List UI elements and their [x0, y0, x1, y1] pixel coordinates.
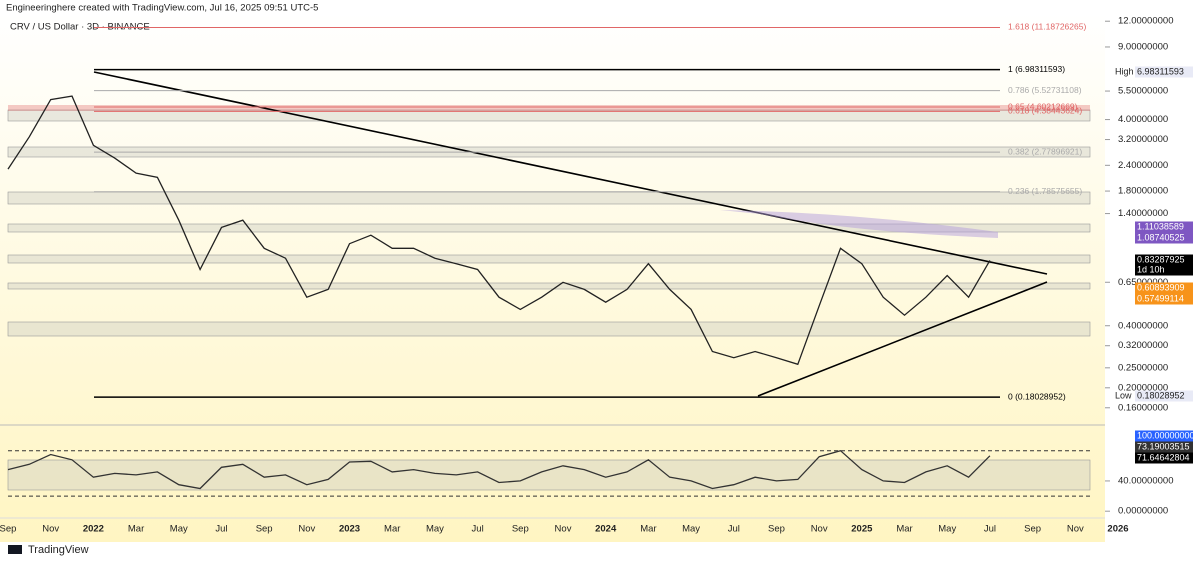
price-badge: 1.11038589	[1137, 221, 1184, 231]
y-tick-label: 3.20000000	[1118, 134, 1168, 145]
y-tick-label: 0.65000000	[1118, 277, 1168, 288]
x-tick-label: Sep	[512, 524, 529, 535]
zone	[7, 223, 1091, 233]
y-tick-label: 40.00000000	[1118, 475, 1173, 486]
y-tick-label: 0.00000000	[1118, 506, 1168, 517]
price-badge: 0.57499114	[1137, 293, 1184, 303]
high-label: High	[1115, 66, 1134, 76]
y-tick-label: 0.32000000	[1118, 340, 1168, 351]
x-tick-label: May	[682, 524, 700, 535]
x-tick-label: Nov	[555, 524, 572, 535]
x-tick-label: May	[426, 524, 444, 535]
credit: Engineeringhere created with TradingView…	[6, 3, 318, 14]
x-tick-label: Jul	[215, 524, 227, 535]
fib-label: 0.618 (4.38443624)	[1008, 106, 1082, 116]
plot-background	[0, 14, 1105, 542]
x-tick-label: Jul	[984, 524, 996, 535]
x-tick-label: Sep	[256, 524, 273, 535]
red-zone	[8, 105, 1090, 111]
x-tick-label: Nov	[42, 524, 59, 535]
price-badge: 0.60893909	[1137, 282, 1185, 292]
high-bg	[1135, 66, 1193, 78]
y-tick-label: 0.25000000	[1118, 362, 1168, 373]
x-tick-label: Mar	[896, 524, 912, 535]
x-tick-label: 2025	[851, 524, 873, 535]
symbol-title: CRV / US Dollar · 3D · BINANCE	[10, 22, 150, 33]
y-tick-label: 1.80000000	[1118, 186, 1168, 197]
fib-label: 1.618 (11.18726265)	[1008, 22, 1086, 32]
price-badge-bg	[1135, 254, 1193, 266]
rsi-zone	[7, 459, 1091, 491]
price-badge: 1d 10h	[1137, 264, 1165, 274]
cloud	[720, 210, 998, 238]
rsi-badge: 71.64642804	[1137, 452, 1190, 462]
high-value: 6.98311593	[1137, 66, 1184, 76]
x-tick-label: Nov	[1067, 524, 1084, 535]
x-tick-label: 2023	[339, 524, 360, 535]
zone	[7, 282, 1091, 290]
y-tick-label: 1.40000000	[1118, 208, 1168, 219]
x-tick-label: 2022	[83, 524, 104, 535]
x-tick-label: Mar	[640, 524, 656, 535]
zones	[7, 109, 1091, 491]
price-badge: 0.83287925	[1137, 254, 1185, 264]
trendline	[93, 71, 1048, 275]
y-tick-label: 4.00000000	[1118, 114, 1168, 125]
x-tick-label: Sep	[0, 524, 16, 535]
fib-label: 0.786 (5.52731108)	[1008, 85, 1082, 95]
x-tick-label: 2026	[1107, 524, 1128, 535]
rsi-badge: 73.19003515	[1137, 441, 1190, 451]
x-tick-label: Sep	[768, 524, 785, 535]
x-tick-label: Mar	[128, 524, 144, 535]
x-tick-label: May	[938, 524, 956, 535]
rsi-badge-bg	[1135, 452, 1193, 464]
logo	[8, 545, 22, 554]
trendline	[757, 281, 1048, 397]
price-badge-bg	[1135, 232, 1193, 244]
x-tick-label: Nov	[298, 524, 315, 535]
fib-label: 0 (0.18028952)	[1008, 391, 1066, 401]
x-tick-label: Sep	[1024, 524, 1041, 535]
price-badge-bg	[1135, 293, 1193, 305]
rsi-line	[7, 449, 991, 490]
y-tick-label: 2.40000000	[1118, 160, 1168, 171]
fib-label: 0.382 (2.77896921)	[1008, 146, 1082, 156]
fib-label: 0.236 (1.78575655)	[1008, 186, 1082, 196]
x-tick-label: Jul	[472, 524, 484, 535]
price-badge: 1.08740525	[1137, 232, 1185, 242]
x-tick-label: Mar	[384, 524, 400, 535]
fib-label: 0.65 (4.60212669)	[1008, 101, 1078, 111]
y-tick-label: 12.00000000	[1118, 16, 1173, 27]
rsi-badge: 100.00000000	[1137, 430, 1195, 440]
low-value: 0.18028952	[1137, 390, 1185, 400]
price-line	[7, 95, 991, 366]
x-tick-label: 2024	[595, 524, 617, 535]
x-tick-label: May	[170, 524, 188, 535]
zone	[7, 321, 1091, 337]
brand: TradingView	[28, 544, 89, 556]
y-tick-label: 0.16000000	[1118, 402, 1168, 413]
y-tick-label: 0.20000000	[1118, 382, 1168, 393]
rsi-badge-bg	[1135, 430, 1193, 442]
low-label: Low	[1115, 390, 1132, 400]
x-tick-label: Jul	[728, 524, 740, 535]
y-tick-label: 5.50000000	[1118, 86, 1168, 97]
low-bg	[1135, 390, 1193, 402]
zone	[7, 109, 1091, 122]
y-tick-label: 0.40000000	[1118, 320, 1168, 331]
y-tick-label: 9.00000000	[1118, 41, 1168, 52]
zone	[7, 254, 1091, 264]
price-badge-bg	[1135, 221, 1193, 233]
price-badge-bg	[1135, 282, 1193, 294]
price-badge-bg	[1135, 264, 1193, 276]
fib-label: 1 (6.98311593)	[1008, 64, 1065, 74]
x-tick-label: Nov	[811, 524, 828, 535]
rsi-badge-bg	[1135, 441, 1193, 453]
